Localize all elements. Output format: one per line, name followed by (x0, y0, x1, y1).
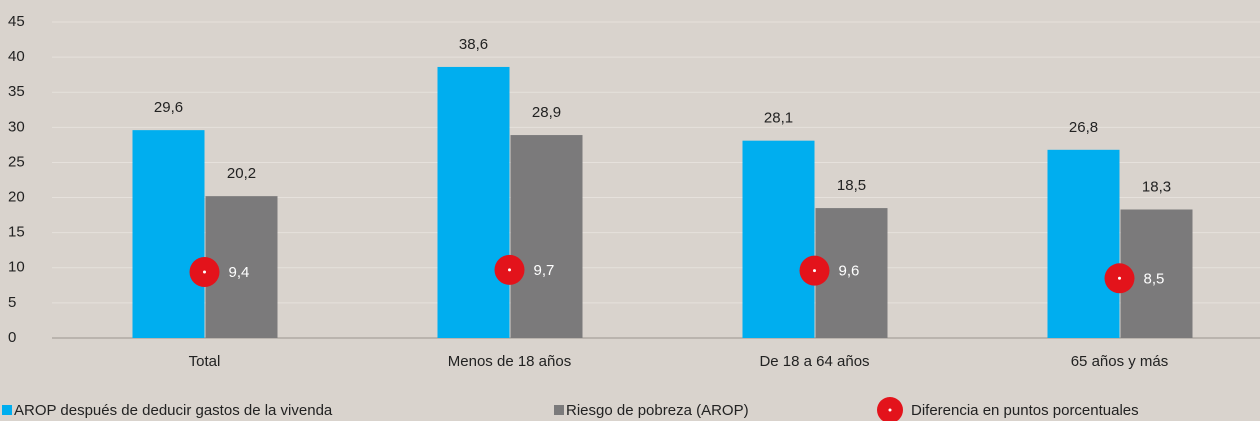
dot-center (813, 269, 816, 273)
bar (1047, 149, 1120, 338)
y-tick-label: 25 (8, 153, 25, 170)
dot-center (508, 268, 511, 272)
y-tick-label: 5 (8, 294, 16, 311)
value-label: 28,1 (764, 110, 793, 127)
bar (510, 135, 583, 338)
value-label: 18,3 (1142, 178, 1171, 195)
legend-swatch (2, 405, 12, 415)
value-label: 9,4 (229, 264, 250, 281)
y-tick-label: 0 (8, 329, 16, 346)
x-tick-label: Menos de 18 años (448, 353, 571, 370)
y-tick-label: 20 (8, 189, 25, 206)
value-label: 8,5 (1144, 270, 1165, 287)
value-label: 26,8 (1069, 119, 1098, 136)
dot-center (203, 270, 206, 274)
x-tick-label: 65 años y más (1071, 353, 1169, 370)
bar (437, 66, 510, 338)
y-tick-label: 10 (8, 259, 25, 276)
bar (132, 130, 205, 338)
dot-center (1118, 276, 1121, 280)
legend-dot-center (888, 408, 892, 412)
value-label: 18,5 (837, 177, 866, 194)
value-label: 38,6 (459, 36, 488, 53)
legend-label: AROP después de deducir gastos de la viv… (14, 402, 333, 419)
legend-label: Diferencia en puntos porcentuales (911, 402, 1139, 419)
legend-label: Riesgo de pobreza (AROP) (566, 402, 749, 419)
y-tick-label: 45 (8, 13, 25, 30)
x-tick-label: De 18 a 64 años (759, 353, 869, 370)
y-tick-label: 35 (8, 83, 25, 100)
value-label: 28,9 (532, 104, 561, 121)
bar (742, 140, 815, 338)
value-label: 9,6 (839, 263, 860, 280)
y-tick-label: 40 (8, 48, 25, 65)
value-label: 9,7 (534, 262, 555, 279)
y-tick-label: 30 (8, 118, 25, 135)
y-tick-label: 15 (8, 224, 25, 241)
value-label: 20,2 (227, 165, 256, 182)
legend-swatch (554, 405, 564, 415)
value-label: 29,6 (154, 99, 183, 116)
x-tick-label: Total (189, 353, 221, 370)
